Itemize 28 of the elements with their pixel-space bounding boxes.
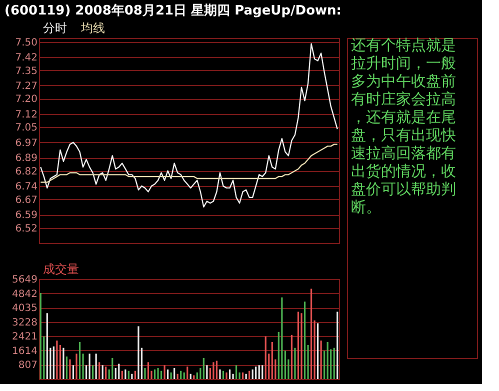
y-tick-label: 6.82 bbox=[15, 166, 38, 178]
y-tick-label: 7.27 bbox=[15, 80, 38, 92]
y-tick-label: 1614 bbox=[12, 346, 38, 357]
line-series bbox=[40, 144, 338, 183]
y-tick-label: 6.59 bbox=[15, 210, 38, 222]
chart-title: (600119) 2008年08月21日 星期四 PageUp/Down: bbox=[4, 4, 342, 18]
y-tick-label: 7.50 bbox=[15, 37, 38, 48]
y-tick-label: 6.52 bbox=[15, 223, 38, 234]
text: 均线 bbox=[80, 21, 105, 35]
y-tick-label: 6.67 bbox=[15, 194, 38, 206]
series-label: 成交量 bbox=[43, 262, 79, 276]
y-tick-label: 4035 bbox=[12, 303, 38, 314]
line-series bbox=[40, 43, 338, 208]
text: 还有个特点就是拉升时间，一般多为中午收盘前有时庄家会拉高，还有就是在尾盘，只有出现快速拉高回落都有出货的情况，收盘价可以帮助判断。 bbox=[351, 36, 456, 216]
y-tick-label: 2421 bbox=[12, 332, 38, 343]
y-tick-label: 4842 bbox=[12, 288, 38, 300]
y-tick-label: 5649 bbox=[12, 274, 38, 286]
y-tick-label: 7.20 bbox=[15, 94, 38, 106]
y-tick-label: 6.74 bbox=[15, 182, 38, 193]
text: 分时 bbox=[43, 21, 67, 35]
y-tick-label: 807 bbox=[18, 360, 38, 372]
y-tick-label: 7.35 bbox=[15, 66, 38, 77]
y-tick-label: 3228 bbox=[12, 317, 38, 328]
y-tick-label: 7.05 bbox=[15, 122, 38, 134]
y-tick-label: 7.42 bbox=[15, 52, 38, 64]
y-tick-label: 6.97 bbox=[15, 138, 38, 149]
y-tick-label: 7.12 bbox=[15, 109, 38, 120]
y-tick-label: 6.89 bbox=[15, 153, 38, 164]
